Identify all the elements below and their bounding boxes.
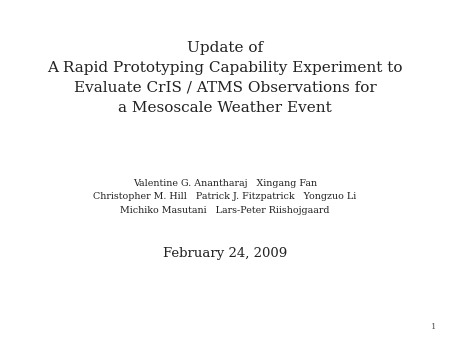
Text: February 24, 2009: February 24, 2009 [163, 247, 287, 260]
Text: Update of
A Rapid Prototyping Capability Experiment to
Evaluate CrIS / ATMS Obse: Update of A Rapid Prototyping Capability… [47, 41, 403, 115]
Text: Valentine G. Anantharaj   Xingang Fan
Christopher M. Hill   Patrick J. Fitzpatri: Valentine G. Anantharaj Xingang Fan Chri… [94, 179, 356, 215]
Text: 1: 1 [431, 323, 436, 331]
